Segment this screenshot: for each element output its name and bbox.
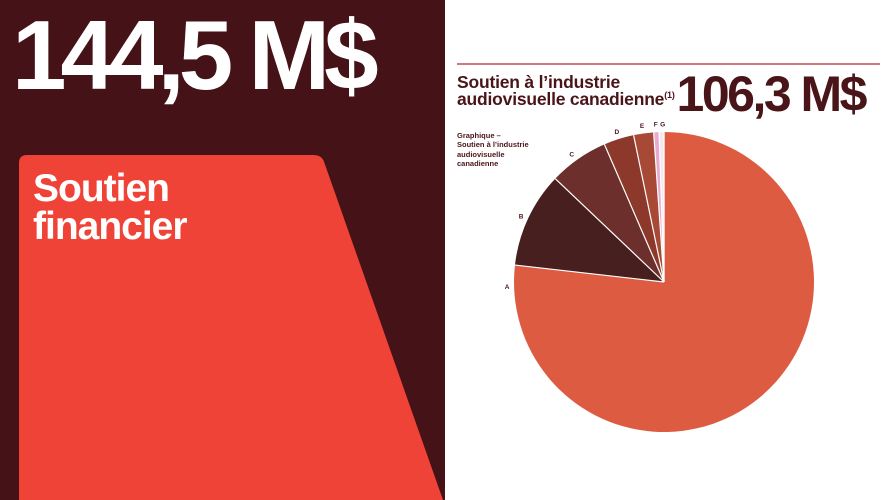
figure-caption-line2: Soutien à l’industrie [457,140,529,150]
pie-slice-separator [658,132,665,283]
footnote-marker: (1) [664,90,675,101]
red-card-polygon [19,155,443,500]
top-rule [457,63,880,65]
red-card-shape [19,155,443,500]
chart-headline-amount: 106,3 M$ [676,66,868,122]
pie-slice-label-G: G [660,122,665,129]
figure-caption-line4: canadienne [457,159,499,169]
chart-title-line2: audiovisuelle canadienne [457,89,665,109]
pie-slice-separator [514,264,665,283]
figure-caption-line1: Graphique – [457,131,501,140]
pie-slice-label-F: F [654,122,658,129]
pie-slice-label-A: A [505,284,510,291]
pie-slice-label-C: C [569,152,574,159]
pie-slice-label-D: D [614,129,619,136]
pie-slice-label-B: B [519,213,524,220]
pie-slice-separator [632,134,665,283]
pie-slice-separator [653,132,665,283]
chart-title-line1: Soutien à l’industrie [457,72,621,92]
pie-slice-label-E: E [640,123,645,130]
pie-slice-C [555,144,664,282]
section-title-line2: financier [33,205,188,248]
pie-slice-D [604,135,664,282]
section-title: Soutien financier [33,167,188,248]
financial-support-panel: 144,5 M$ Soutien financier [0,0,445,500]
pie-slice-B [514,178,664,282]
pie-slice-separator [554,178,665,283]
chart-panel: Soutien à l’industrie audiovisuelle cana… [445,0,889,500]
pie-slice-separator [603,144,665,283]
chart-title: Soutien à l’industrie audiovisuelle cana… [457,72,675,109]
section-title-line1: Soutien [33,167,170,210]
total-amount-headline: 144,5 M$ [12,0,379,110]
pie-chart: A B C D E F G [505,122,815,432]
figure-caption-line3: audiovisuelle [457,149,505,159]
figure-caption: Graphique – Soutien à l’industrie audiov… [457,131,529,169]
